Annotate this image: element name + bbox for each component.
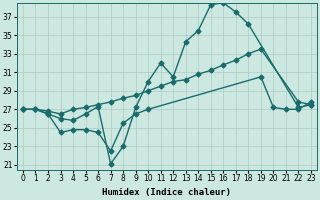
X-axis label: Humidex (Indice chaleur): Humidex (Indice chaleur) (102, 188, 231, 197)
